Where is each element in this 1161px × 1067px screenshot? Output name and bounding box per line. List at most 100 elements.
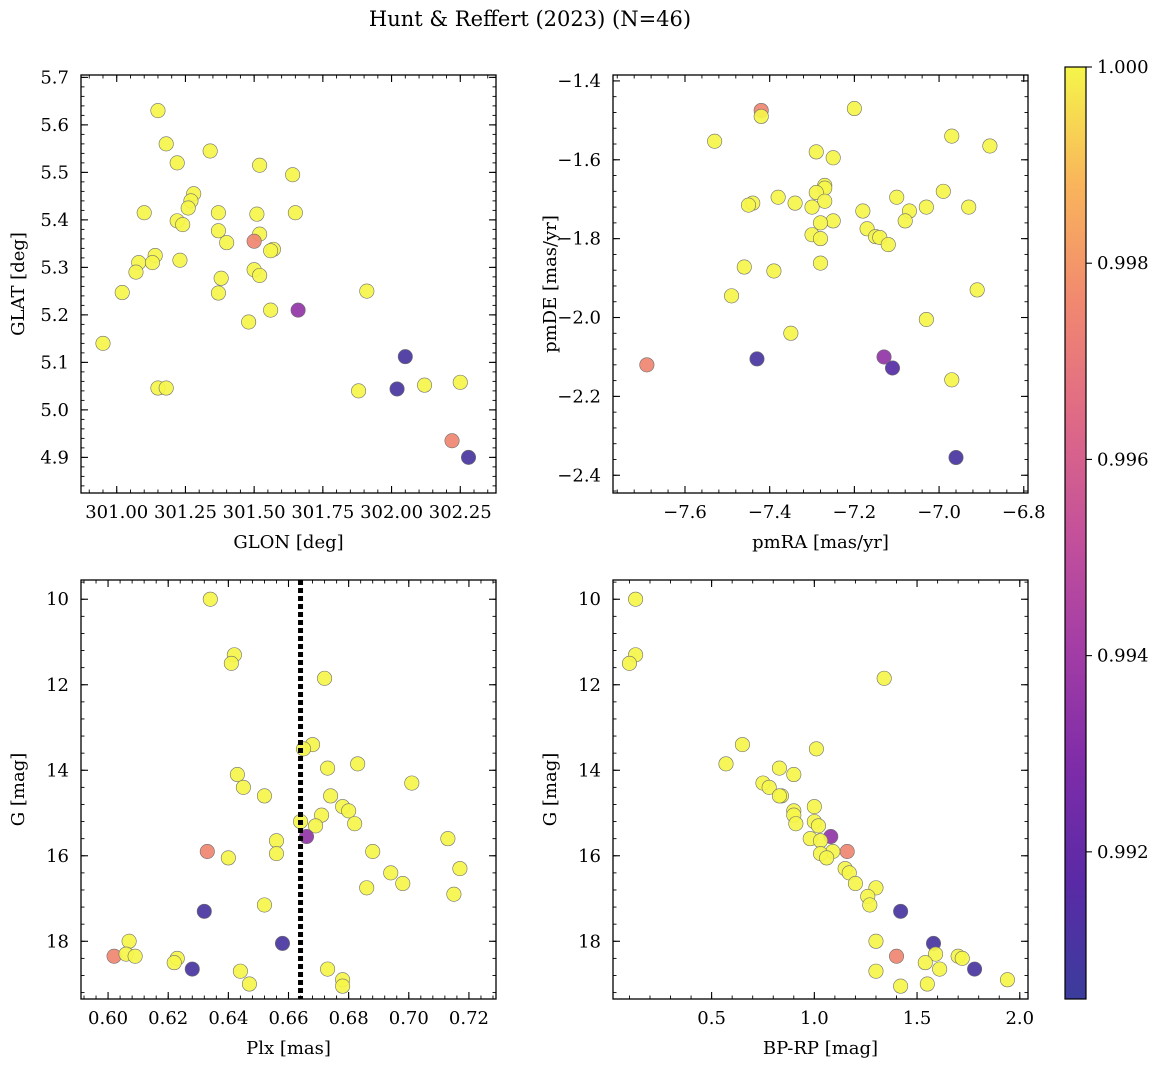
scatter-point bbox=[812, 833, 828, 849]
figure-title: Hunt & Reffert (2023) (N=46) bbox=[369, 7, 691, 31]
scatter-point bbox=[736, 259, 752, 275]
scatter-point bbox=[917, 955, 933, 971]
scatter-point bbox=[893, 903, 909, 919]
scatter-point bbox=[184, 961, 200, 977]
scatter-point bbox=[868, 963, 884, 979]
scatter-point bbox=[771, 788, 787, 804]
scatter-point bbox=[114, 285, 130, 301]
scatter-point bbox=[202, 143, 218, 159]
scatter-point bbox=[232, 963, 248, 979]
scatter-point bbox=[317, 670, 333, 686]
scatter-point bbox=[213, 270, 229, 286]
panel-glon-glat: 301.00 301.25 301.50 301.75 302.00 302.25 4.9 5… bbox=[8, 67, 497, 553]
y-tick-label: −2.2 bbox=[557, 386, 601, 407]
x-tick-label: 301.25 bbox=[154, 502, 217, 523]
scatter-point bbox=[351, 383, 367, 399]
scatter-point bbox=[734, 737, 750, 753]
scatter-point bbox=[166, 955, 182, 971]
scatter-point bbox=[365, 843, 381, 859]
scatter-point bbox=[808, 144, 824, 160]
scatter-point bbox=[323, 788, 339, 804]
scatter-point bbox=[918, 311, 934, 327]
x-axis-label: BP-RP [mag] bbox=[763, 1038, 878, 1059]
scatter-point bbox=[341, 803, 357, 819]
x-axis-label: pmRA [mas/yr] bbox=[752, 532, 889, 553]
scatter-point bbox=[961, 199, 977, 215]
y-tick-label: 10 bbox=[578, 589, 601, 610]
scatter-point bbox=[121, 933, 137, 949]
scatter-point bbox=[741, 197, 757, 213]
plot-frame bbox=[612, 579, 1029, 1000]
scatter-point bbox=[359, 880, 375, 896]
y-tick-label: 5.2 bbox=[40, 305, 69, 326]
scatter-point bbox=[825, 150, 841, 166]
scatter-point bbox=[220, 850, 236, 866]
scatter-point bbox=[268, 846, 284, 862]
scatter-point bbox=[804, 199, 820, 215]
scatter-point bbox=[308, 818, 324, 834]
scatter-point bbox=[999, 972, 1015, 988]
y-tick-label: −2.0 bbox=[557, 308, 601, 329]
scatter-point bbox=[812, 255, 828, 271]
y-tick-label: 12 bbox=[46, 675, 69, 696]
scatter-point bbox=[446, 886, 462, 902]
scatter-point bbox=[235, 779, 251, 795]
x-tick-label: 0.68 bbox=[329, 1008, 369, 1029]
scatter-point bbox=[440, 831, 456, 847]
scatter-point bbox=[919, 976, 935, 992]
scatter-point bbox=[783, 325, 799, 341]
y-tick-label: 5.5 bbox=[40, 162, 69, 183]
scatter-point bbox=[202, 591, 218, 607]
x-tick-label: −6.8 bbox=[1002, 502, 1046, 523]
scatter-point bbox=[846, 101, 862, 117]
scatter-point bbox=[263, 243, 279, 259]
x-tick-label: −7.0 bbox=[917, 502, 961, 523]
scatter-point bbox=[210, 205, 226, 221]
scatter-point bbox=[287, 205, 303, 221]
y-tick-label: 16 bbox=[46, 846, 69, 867]
scatter-point bbox=[889, 189, 905, 205]
scatter-point bbox=[395, 876, 411, 892]
y-tick-label: −2.4 bbox=[557, 465, 601, 486]
colorbar: 0.992 0.994 0.996 0.998 1.000 bbox=[1064, 57, 1149, 1000]
scatter-point bbox=[810, 818, 826, 834]
scatter-point bbox=[172, 252, 188, 268]
y-tick-label: 5.4 bbox=[40, 210, 69, 231]
scatter-point bbox=[252, 267, 268, 283]
scatter-point bbox=[210, 223, 226, 239]
x-tick-label: 1.5 bbox=[903, 1008, 932, 1029]
y-tick-label: 16 bbox=[578, 846, 601, 867]
scatter-point bbox=[868, 933, 884, 949]
x-tick-label: 302.00 bbox=[360, 502, 423, 523]
scatter-point bbox=[786, 767, 802, 783]
scatter-point bbox=[127, 948, 143, 964]
scatter-point bbox=[347, 816, 363, 832]
scatter-point bbox=[880, 237, 896, 253]
y-tick-label: 5.7 bbox=[40, 67, 69, 88]
scatter-point bbox=[144, 255, 160, 271]
scatter-point bbox=[771, 760, 787, 776]
scatter-point bbox=[718, 756, 734, 772]
x-tick-label: 1.0 bbox=[800, 1008, 829, 1029]
y-axis-label: pmDE [mas/yr] bbox=[540, 215, 561, 353]
scatter-point bbox=[825, 213, 841, 229]
scatter-point bbox=[320, 961, 336, 977]
scatter-point bbox=[788, 816, 804, 832]
scatter-point bbox=[335, 978, 351, 994]
scatter-point bbox=[724, 288, 740, 304]
colorbar-tick-label: 0.998 bbox=[1097, 253, 1149, 274]
y-tick-label: 14 bbox=[46, 760, 69, 781]
scatter-point bbox=[944, 372, 960, 388]
scatter-point bbox=[210, 285, 226, 301]
scatter-point bbox=[948, 450, 964, 466]
scatter-point bbox=[862, 897, 878, 913]
scatter-point bbox=[350, 756, 366, 772]
colorbar-tick-label: 0.996 bbox=[1097, 449, 1149, 470]
x-axis-label: Plx [mas] bbox=[246, 1038, 331, 1059]
scatter-point bbox=[229, 767, 245, 783]
scatter-point bbox=[180, 200, 196, 216]
scatter-point bbox=[241, 976, 257, 992]
x-tick-label: −7.2 bbox=[833, 502, 877, 523]
scatter-point bbox=[252, 157, 268, 173]
scatter-point bbox=[967, 961, 983, 977]
